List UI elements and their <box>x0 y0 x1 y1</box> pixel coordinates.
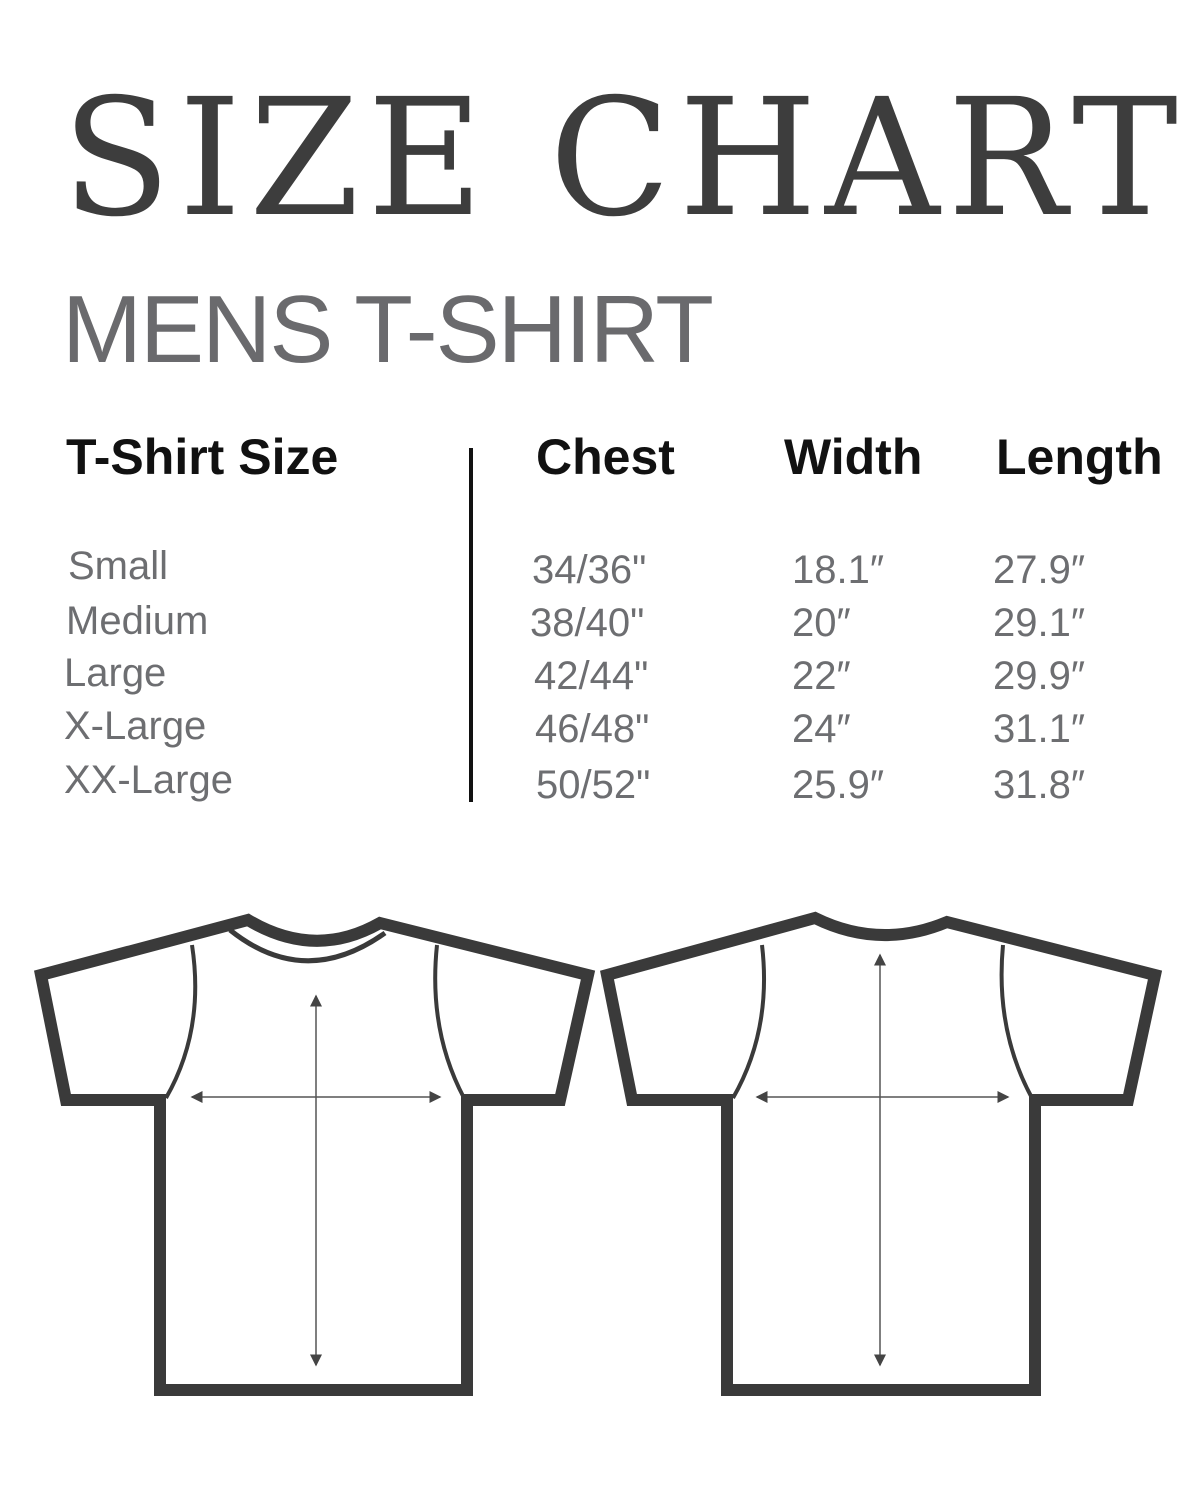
width-cell: 18.1″ <box>792 548 885 592</box>
length-cell: 27.9″ <box>993 548 1086 592</box>
header-chest: Chest <box>536 429 675 485</box>
size-cell: X-Large <box>64 704 207 748</box>
length-cell: 31.1″ <box>993 707 1086 751</box>
width-cell: 22″ <box>792 654 851 698</box>
length-cell: 31.8″ <box>993 763 1086 807</box>
column-divider <box>469 448 473 802</box>
size-cell: Small <box>68 544 169 588</box>
size-cell: Medium <box>66 599 209 643</box>
chest-cell: 50/52" <box>536 763 651 807</box>
page-subtitle: MENS T-SHIRT <box>62 276 714 383</box>
t-shirt-front-icon <box>34 913 596 1396</box>
width-cell: 20″ <box>792 601 851 645</box>
t-shirt-back-icon <box>600 911 1163 1396</box>
header-length: Length <box>996 429 1163 485</box>
chest-cell: 34/36" <box>532 548 647 592</box>
chest-cell: 38/40" <box>530 601 645 645</box>
page-title: SIZE CHART <box>62 65 1186 253</box>
length-cell: 29.1″ <box>993 601 1086 645</box>
chest-cell: 42/44" <box>534 654 649 698</box>
size-cell: Large <box>64 651 167 695</box>
width-cell: 24″ <box>792 707 851 751</box>
chest-cell: 46/48" <box>535 707 650 751</box>
size-cell: XX-Large <box>64 758 233 802</box>
length-cell: 29.9″ <box>993 654 1086 698</box>
width-cell: 25.9″ <box>792 763 885 807</box>
header-width: Width <box>784 429 923 485</box>
header-size: T-Shirt Size <box>66 429 339 485</box>
